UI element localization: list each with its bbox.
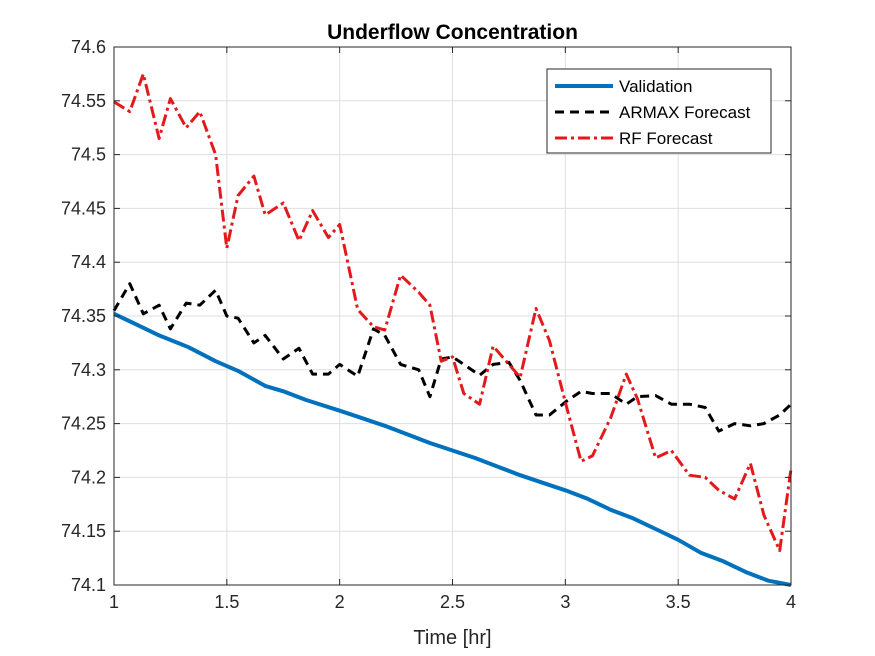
y-tick-label: 74.5 <box>71 145 106 165</box>
y-tick-label: 74.45 <box>61 198 106 218</box>
x-tick-label: 1.5 <box>214 592 239 612</box>
x-tick-label: 4 <box>786 592 796 612</box>
legend-label-2: ARMAX Forecast <box>619 103 751 122</box>
y-tick-label: 74.4 <box>71 252 106 272</box>
y-tick-label: 74.35 <box>61 306 106 326</box>
legend-label-1: Validation <box>619 77 692 96</box>
x-tick-label: 3.5 <box>666 592 691 612</box>
x-axis-label: Time [hr] <box>413 627 491 649</box>
x-tick-label: 2.5 <box>440 592 465 612</box>
y-tick-label: 74.2 <box>71 467 106 487</box>
series-line-3 <box>113 72 793 553</box>
series-line-1 <box>113 311 792 587</box>
chart-title: Underflow Concentration <box>327 21 578 44</box>
tick-labels: 1 1.5 2 2.5 3 3.5 4 74.1 74.15 74.2 74.25 74.3 74.35… <box>61 37 796 612</box>
y-tick-label: 74.1 <box>71 575 106 595</box>
y-tick-label: 74.6 <box>71 37 106 57</box>
y-tick-label: 74.55 <box>61 91 106 111</box>
x-tick-label: 3 <box>560 592 570 612</box>
legend: Validation ARMAX Forecast RF Forecast <box>546 68 772 154</box>
y-tick-label: 74.3 <box>71 360 106 380</box>
axis-ticks <box>113 46 792 586</box>
legend-label-3: RF Forecast <box>619 129 713 148</box>
y-tick-label: 74.15 <box>61 521 106 541</box>
x-tick-label: 2 <box>335 592 345 612</box>
y-tick-label: 74.25 <box>61 414 106 434</box>
series-group <box>112 72 793 587</box>
x-tick-label: 1 <box>109 592 119 612</box>
